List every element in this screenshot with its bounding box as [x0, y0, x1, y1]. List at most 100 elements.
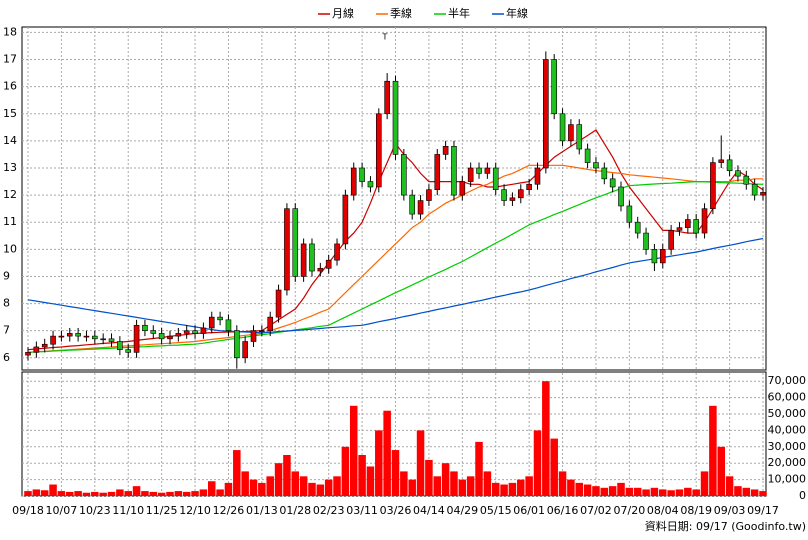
candle-body	[417, 200, 424, 215]
candle-body	[284, 208, 290, 291]
volume-bar	[291, 471, 300, 496]
candle-body	[559, 113, 566, 142]
candle-body	[392, 80, 399, 155]
candle-body	[167, 335, 173, 340]
volume-bar	[283, 455, 291, 496]
volume-bar	[600, 487, 609, 496]
y-tick-label: 6	[3, 351, 10, 364]
y-tick-label: 7	[3, 324, 10, 337]
y-tick-label: 9	[3, 269, 10, 282]
y-tick-label: 14	[3, 134, 17, 147]
x-tick-label: 07/02	[580, 504, 612, 517]
candle-body	[526, 183, 532, 190]
candle-body	[442, 146, 449, 155]
volume-bar	[241, 471, 249, 496]
y-tick-label: 16	[3, 80, 17, 93]
candle-body	[100, 338, 106, 341]
candle-body	[735, 170, 741, 177]
candle-body	[350, 167, 357, 196]
x-tick-label: 06/16	[547, 504, 579, 517]
candle-body	[701, 208, 708, 234]
volume-bar	[583, 484, 592, 496]
volume-bar	[466, 476, 475, 496]
x-tick-label: 12/10	[179, 504, 211, 517]
y-tick-label: 11	[3, 215, 17, 228]
candle-body	[593, 162, 599, 169]
x-tick-label: 06/01	[513, 504, 545, 517]
candle-body	[609, 178, 616, 188]
volume-bar	[441, 463, 450, 496]
y2-tick-label: 30,000	[768, 440, 807, 453]
x-tick-label: 10/07	[46, 504, 78, 517]
volume-bar	[224, 482, 233, 496]
candle-body	[668, 230, 674, 250]
y2-tick-label: 20,000	[768, 456, 807, 469]
candle-body	[267, 316, 274, 331]
candle-body	[234, 330, 240, 359]
volume-bar	[759, 491, 767, 496]
x-tick-label: 08/19	[680, 504, 712, 517]
candle-body	[292, 208, 299, 277]
volume-bar	[74, 491, 82, 496]
volume-bar	[491, 482, 500, 496]
x-tick-label: 02/23	[313, 504, 345, 517]
candle-body	[200, 327, 207, 334]
volume-bar	[608, 486, 617, 496]
volume-bar	[508, 482, 517, 496]
candle-body	[467, 167, 474, 182]
volume-bar	[458, 479, 467, 496]
candle-body	[492, 167, 499, 190]
x-tick-label: 12/26	[213, 504, 245, 517]
volume-bar	[274, 463, 283, 496]
candle-body	[710, 162, 716, 209]
candle-body	[142, 324, 148, 331]
candle-body	[133, 324, 140, 353]
volume-bar	[157, 492, 166, 496]
volume-bar	[308, 482, 316, 496]
candle-body	[718, 159, 725, 163]
volume-bar	[266, 476, 274, 496]
legend-label: 半年	[448, 6, 470, 20]
candle-body	[217, 316, 223, 321]
candle-body	[367, 181, 374, 188]
candle-body	[250, 330, 257, 342]
y2-tick-label: 0	[799, 489, 806, 502]
x-tick-label: 04/29	[446, 504, 478, 517]
volume-bar	[116, 489, 124, 496]
candle-body	[192, 330, 198, 334]
volume-bar	[400, 471, 408, 496]
candle-body	[643, 232, 649, 250]
y2-tick-label: 60,000	[768, 391, 807, 404]
volume-bar	[425, 459, 433, 496]
volume-bar	[107, 491, 116, 496]
volume-bar	[32, 489, 41, 496]
volume-bar	[533, 430, 542, 496]
x-tick-label: 03/11	[346, 504, 378, 517]
candle-body	[434, 154, 441, 190]
candle-body	[760, 192, 766, 196]
y-tick-label: 18	[3, 25, 17, 38]
volume-bar	[24, 491, 32, 496]
volume-bar	[483, 471, 492, 496]
candle-body	[25, 352, 31, 356]
volume-bar	[333, 476, 341, 496]
x-tick-label: 11/10	[112, 504, 144, 517]
volume-bar	[709, 405, 717, 496]
volume-bar	[750, 489, 759, 496]
volume-bar	[717, 446, 725, 496]
volume-bar	[249, 479, 258, 496]
volume-bar	[592, 486, 600, 496]
candle-body	[175, 333, 182, 337]
volume-bar	[358, 455, 366, 496]
ma-line	[27, 164, 763, 353]
candle-body	[325, 259, 332, 269]
candle-body	[375, 113, 382, 188]
volume-bar	[233, 450, 241, 496]
candle-body	[117, 341, 123, 350]
candle-body	[92, 335, 98, 340]
legend-label: 月線	[332, 6, 354, 20]
candle-body	[359, 167, 365, 182]
candle-body	[108, 338, 115, 342]
candle-body	[543, 59, 549, 169]
